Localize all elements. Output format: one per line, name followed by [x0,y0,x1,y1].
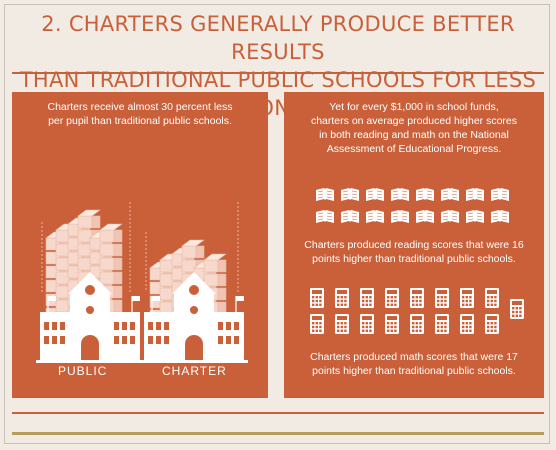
calculator-icon [310,288,324,308]
book-icon [366,210,384,223]
reading-scores-text: Charters produced reading scores that we… [284,238,544,266]
book-icon [416,210,434,223]
calculator-icon [510,299,524,319]
funding-text: Charters receive almost 30 percent less … [12,100,268,128]
intro-line-2: charters on average produced higher scor… [310,115,518,127]
funding-illustration [36,202,248,363]
math-line-1: Charters produced math scores that were … [310,351,518,363]
calculator-icon [385,288,399,308]
book-icon [466,210,484,223]
book-icon [491,188,509,201]
book-icon-grid [316,188,509,223]
footer-divider [12,412,544,414]
public-school-building-icon [36,272,144,363]
calculator-icon [410,288,424,308]
book-icon [316,188,334,201]
book-icon [391,210,409,223]
reading-line-2: points higher than traditional public sc… [312,253,516,265]
calculator-icon [385,314,399,334]
calculator-icon [335,288,349,308]
book-icon [441,210,459,223]
calculator-icon [460,288,474,308]
calculator-icon [435,288,449,308]
footer-gold-bar [12,432,544,435]
calculator-icon [485,314,499,334]
calculator-icon [360,288,374,308]
title-divider [12,72,544,74]
calculator-icon [435,314,449,334]
calculator-icon [485,288,499,308]
math-line-2: points higher than traditional public sc… [312,365,516,377]
results-intro-text: Yet for every $1,000 in school funds, ch… [284,100,544,156]
book-icon [416,188,434,201]
intro-line-4: Assessment of Educational Progress. [326,143,502,155]
calculator-icon [335,314,349,334]
intro-line-3: in both reading and math on the National [319,129,509,141]
title-line-1: 2. CHARTERS GENERALLY PRODUCE BETTER RES… [41,12,515,64]
intro-line-1: Yet for every $1,000 in school funds, [329,101,499,113]
results-panel: Yet for every $1,000 in school funds, ch… [284,92,544,398]
math-scores-text: Charters produced math scores that were … [284,350,544,378]
charter-school-building-icon [140,272,248,363]
book-icon [441,188,459,201]
funding-panel: Charters receive almost 30 percent less … [12,92,268,398]
public-label: PUBLIC [58,364,108,378]
infographic-frame [4,4,550,444]
charter-label: CHARTER [162,364,227,378]
calculator-icon [460,314,474,334]
calculator-icon [410,314,424,334]
calculator-icon [310,314,324,334]
book-icon [491,210,509,223]
book-icon [391,188,409,201]
reading-line-1: Charters produced reading scores that we… [304,239,524,251]
funding-text-line-2: per pupil than traditional public school… [48,115,232,127]
book-icon [341,210,359,223]
calculator-icon [360,314,374,334]
book-icon [341,188,359,201]
book-icon [316,210,334,223]
book-icon [366,188,384,201]
funding-text-line-1: Charters receive almost 30 percent less [47,101,233,113]
calculator-icon-grid [310,288,524,334]
book-icon [466,188,484,201]
